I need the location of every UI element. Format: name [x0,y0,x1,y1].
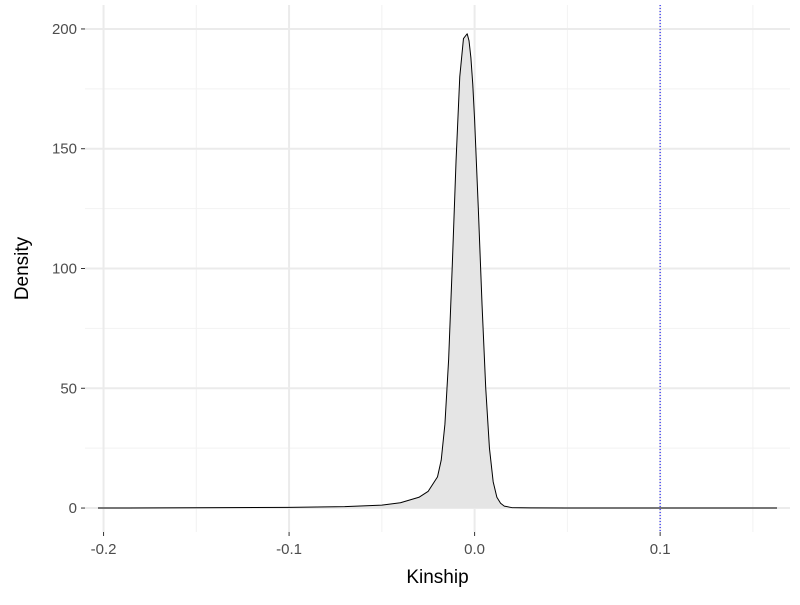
y-axis-title: Density [12,236,33,300]
y-tick-label: 100 [52,261,77,278]
y-tick-label: 200 [52,21,77,38]
minor-grid [85,5,790,532]
y-tick-label: 0 [69,500,77,517]
y-tick-label: 150 [52,141,77,158]
x-tick-label: 0.1 [650,541,671,558]
axis-layer: -0.2 -0.1 0.0 0.1 0 50 100 150 200 [52,21,671,558]
x-tick-label: -0.1 [276,541,302,558]
density-line [97,33,778,509]
x-axis-title: Kinship [406,567,468,588]
y-tick-label: 50 [60,380,77,397]
x-tick-label: 0.0 [464,541,485,558]
series-layer [97,33,778,509]
x-tick-label: -0.2 [91,541,117,558]
